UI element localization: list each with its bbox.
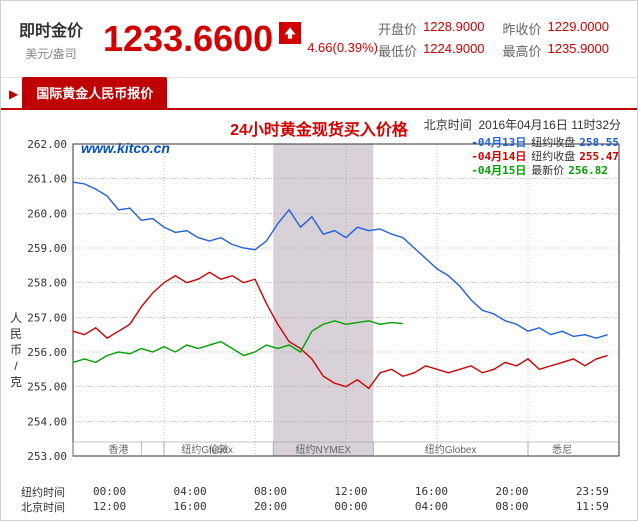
yaxis-title: 人民币/克 <box>9 310 23 390</box>
svg-text:悉尼: 悉尼 <box>552 444 572 456</box>
watermark: www.kitco.cn <box>81 140 170 156</box>
svg-text:260.00: 260.00 <box>27 207 67 220</box>
tab-rmb-quote[interactable]: 国际黄金人民币报价 <box>22 77 167 108</box>
svg-text:254.00: 254.00 <box>27 415 67 428</box>
svg-text:香港: 香港 <box>109 444 129 456</box>
prev-value: 1229.0000 <box>548 19 609 38</box>
svg-text:257.00: 257.00 <box>27 311 67 324</box>
high-value: 1235.9000 <box>548 41 609 60</box>
high-label: 最高价 <box>503 41 542 60</box>
prev-label: 昨收价 <box>503 19 542 38</box>
bottom-axes: 纽约时间00:0004:0008:0012:0016:0020:0023:59北… <box>11 484 627 514</box>
price-main: 1233.6600 <box>103 18 273 60</box>
svg-text:纽约Globex: 纽约Globex <box>181 443 233 456</box>
svg-text:255.00: 255.00 <box>27 381 67 394</box>
svg-text:258.00: 258.00 <box>27 277 67 290</box>
svg-text:253.00: 253.00 <box>27 450 67 463</box>
title-block: 即时金价 美元/盎司 <box>11 17 91 62</box>
legend: -04月13日纽约收盘258.55-04月14日纽约收盘255.47-04月15… <box>471 136 619 178</box>
stats-block: 开盘价 1228.9000 昨收价 1229.0000 最低价 1224.9000 最… <box>378 16 627 63</box>
title-unit: 美元/盎司 <box>11 45 91 62</box>
svg-text:纽约NYMEX: 纽约NYMEX <box>295 443 351 456</box>
tab-bar: ▶ 国际黄金人民币报价 <box>1 78 637 110</box>
svg-text:261.00: 261.00 <box>27 173 67 186</box>
svg-text:262.00: 262.00 <box>27 138 67 151</box>
svg-text:256.00: 256.00 <box>27 346 67 359</box>
low-value: 1224.9000 <box>423 41 484 60</box>
gold-price-widget: 即时金价 美元/盎司 1233.6600 4.66(0.39%) 开盘价 1228… <box>0 0 638 521</box>
chart-timestamp: 北京时间 2016年04月16日 11时32分 <box>424 116 621 133</box>
svg-text:259.00: 259.00 <box>27 242 67 255</box>
chart-svg: 253.00 254.00 255.00 256.00 257.00 258.00 259.… <box>11 136 627 484</box>
chart-title: 24小时黄金现货买入价格 <box>230 116 408 140</box>
price-change: 4.66(0.39%) <box>307 40 378 55</box>
header: 即时金价 美元/盎司 1233.6600 4.66(0.39%) 开盘价 1228… <box>1 1 637 78</box>
tab-arrow-icon: ▶ <box>9 87 18 101</box>
arrow-up-icon <box>279 22 301 44</box>
low-label: 最低价 <box>378 41 417 60</box>
open-label: 开盘价 <box>378 19 417 38</box>
svg-text:纽约Globex: 纽约Globex <box>425 443 477 456</box>
open-value: 1228.9000 <box>423 19 484 38</box>
chart-area: 24小时黄金现货买入价格 北京时间 2016年04月16日 11时32分 www… <box>1 110 637 514</box>
title-main: 即时金价 <box>11 17 91 41</box>
